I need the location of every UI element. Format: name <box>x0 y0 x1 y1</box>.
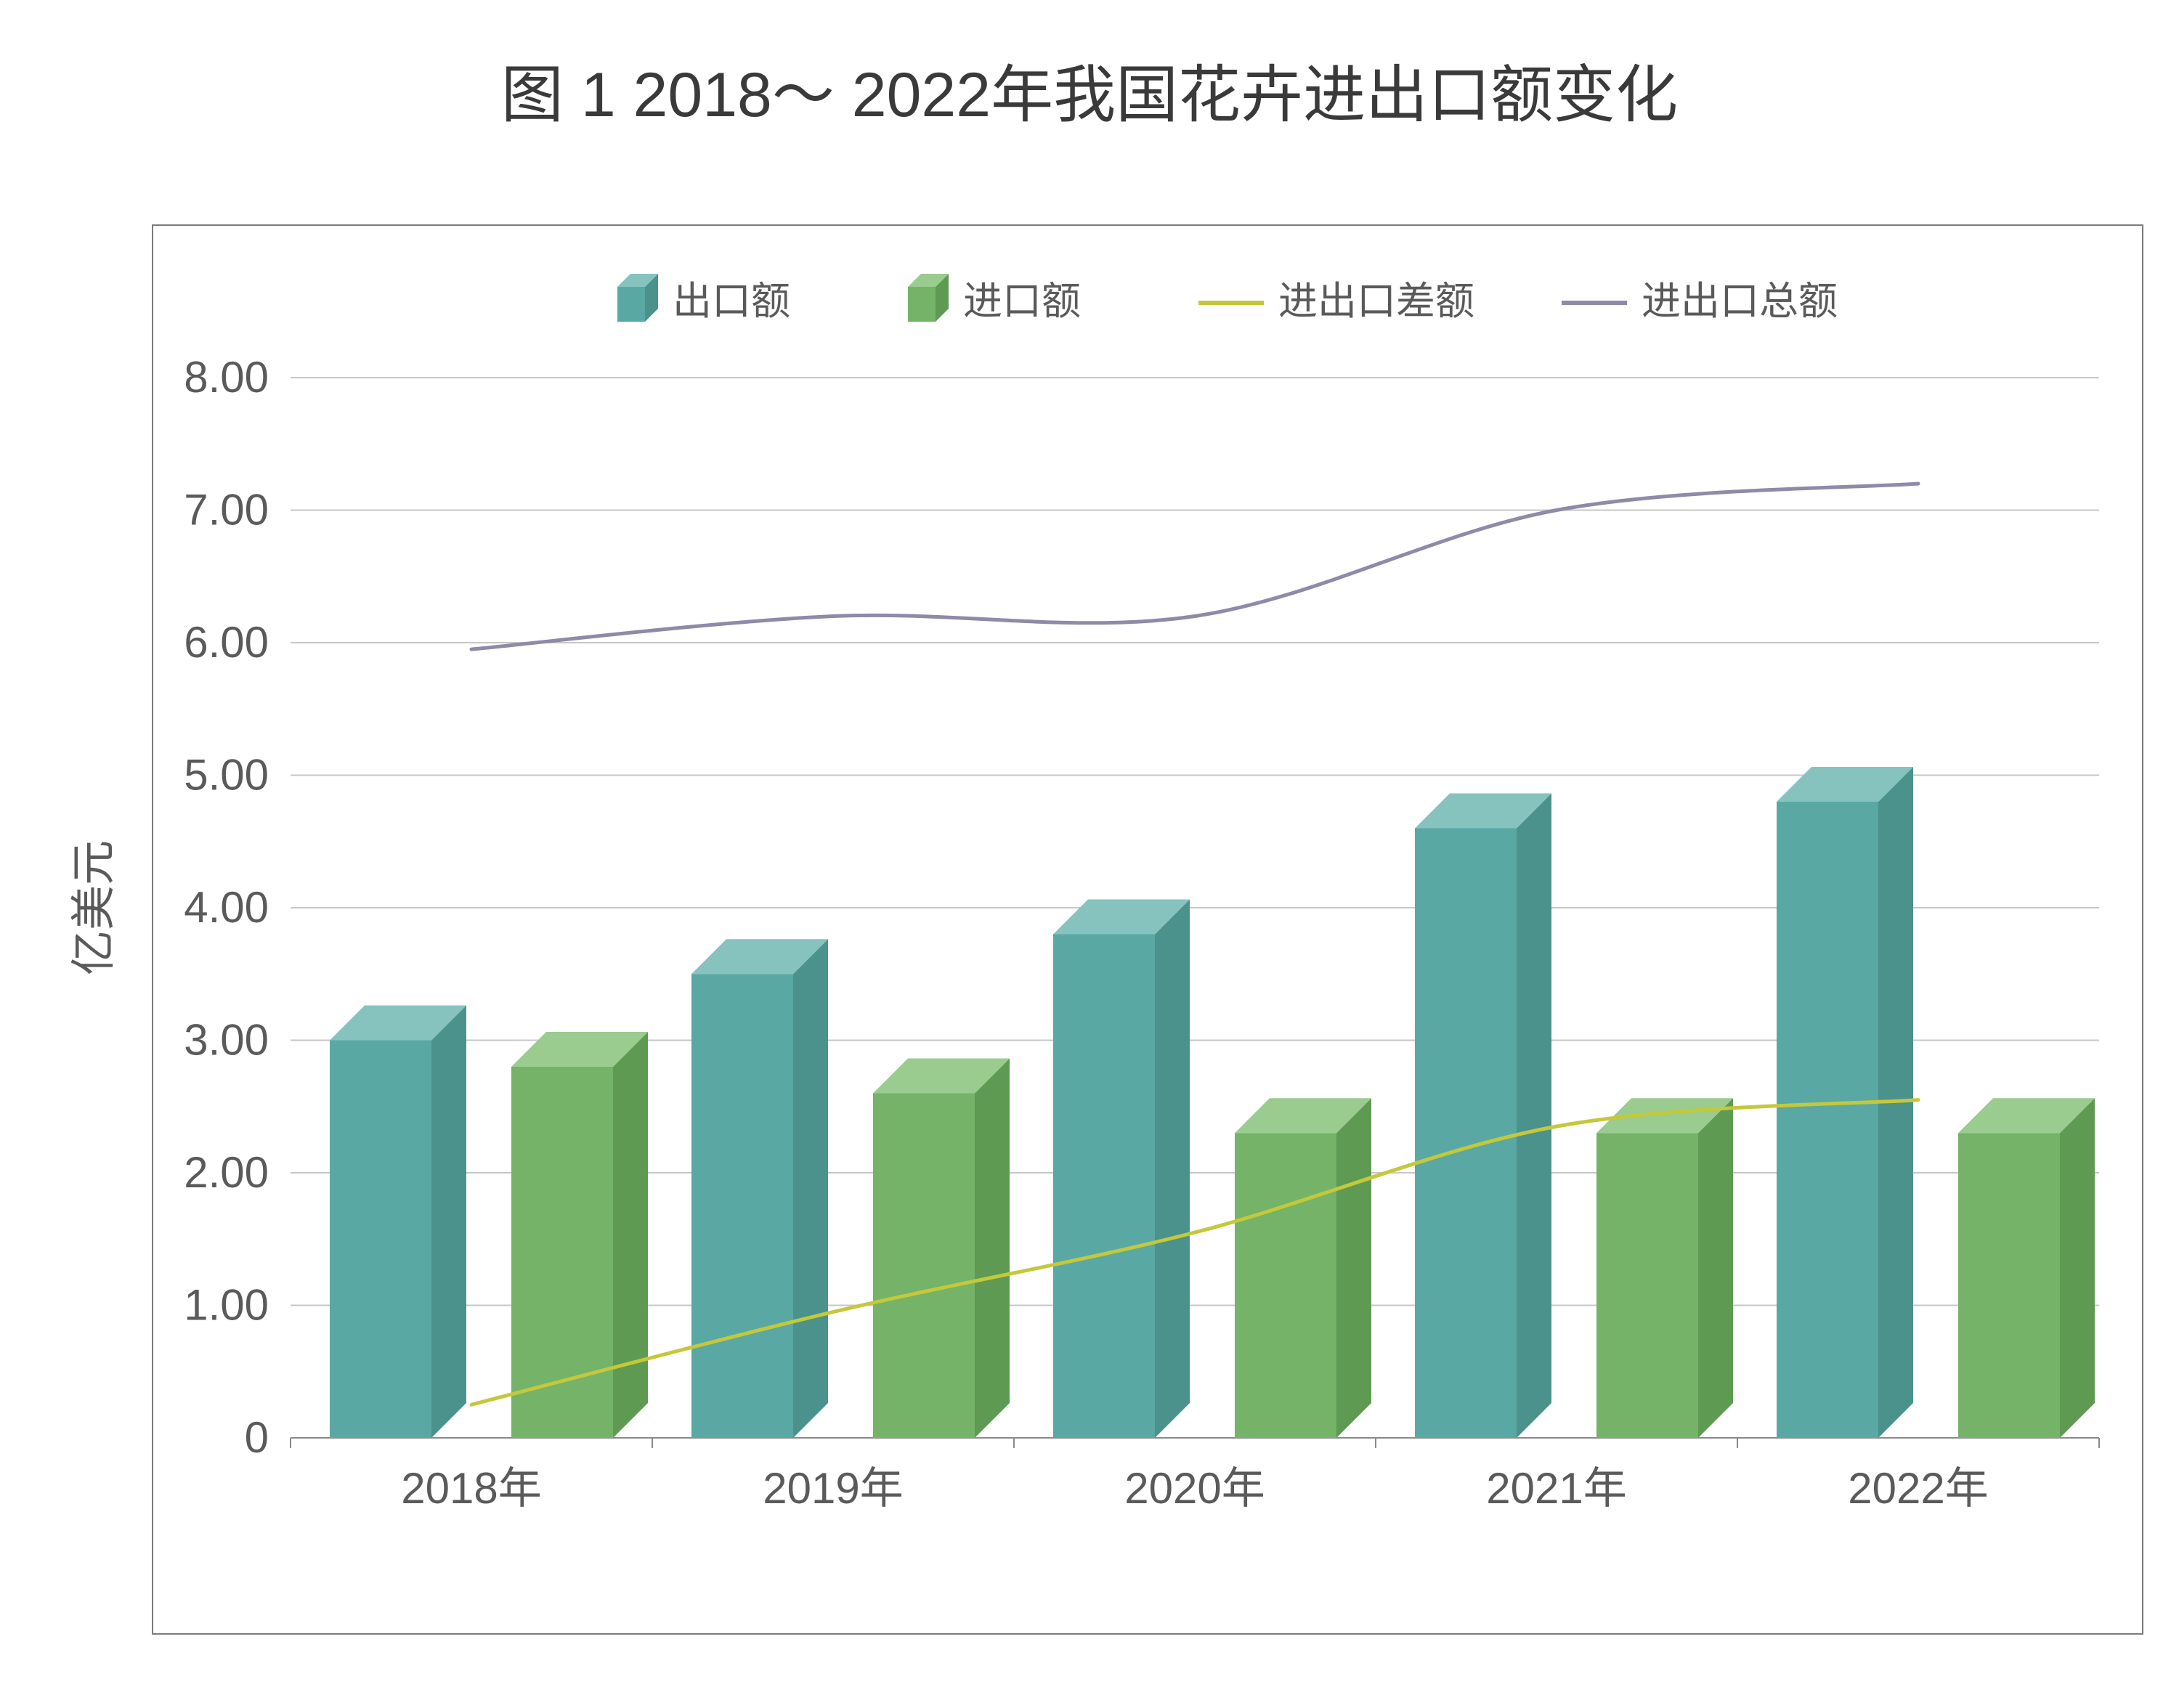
legend-label: 出口额 <box>673 280 790 323</box>
legend-item: 进口额 <box>908 274 1081 323</box>
bar-import <box>1958 1098 2095 1438</box>
legend-label: 进口额 <box>963 280 1081 323</box>
bar-import <box>1596 1098 1733 1438</box>
bar-import <box>873 1059 1010 1439</box>
legend-item: 出口额 <box>617 274 790 323</box>
y-tick-label: 4.00 <box>184 883 269 932</box>
y-tick-label: 7.00 <box>184 486 269 534</box>
x-tick-label: 2021年 <box>1486 1464 1626 1513</box>
x-tick-label: 2019年 <box>763 1464 903 1513</box>
bar-export <box>1415 794 1551 1439</box>
y-tick-label: 6.00 <box>184 618 269 667</box>
bar-export <box>691 939 828 1438</box>
y-tick-label: 1.00 <box>184 1281 269 1330</box>
chart-container: 图 1 2018～ 2022年我国花卉进出口额变化 0 1.00 2.00 3.00 4… <box>0 0 2179 1708</box>
bar-export <box>1053 900 1190 1439</box>
y-tick-label: 2.00 <box>184 1148 269 1197</box>
y-axis-label: 亿美元 <box>69 840 119 975</box>
bar-export <box>330 1006 466 1439</box>
x-tick-label: 2022年 <box>1848 1464 1988 1513</box>
y-tick-label: 0 <box>245 1413 269 1462</box>
x-tick-label: 2020年 <box>1124 1464 1265 1513</box>
x-tick-label: 2018年 <box>401 1464 541 1513</box>
y-tick-label: 3.00 <box>184 1016 269 1065</box>
bar-import <box>1235 1098 1371 1438</box>
y-tick-label: 5.00 <box>184 751 269 800</box>
legend-label: 进出口总额 <box>1642 280 1838 323</box>
chart-title: 图 1 2018～ 2022年我国花卉进出口额变化 <box>0 44 2179 134</box>
y-tick-label: 8.00 <box>184 353 269 402</box>
legend-label: 进出口差额 <box>1278 280 1474 323</box>
chart-svg: 0 1.00 2.00 3.00 4.00 5.00 6.00 7.00 8.00 2018年 20… <box>0 0 2179 1708</box>
